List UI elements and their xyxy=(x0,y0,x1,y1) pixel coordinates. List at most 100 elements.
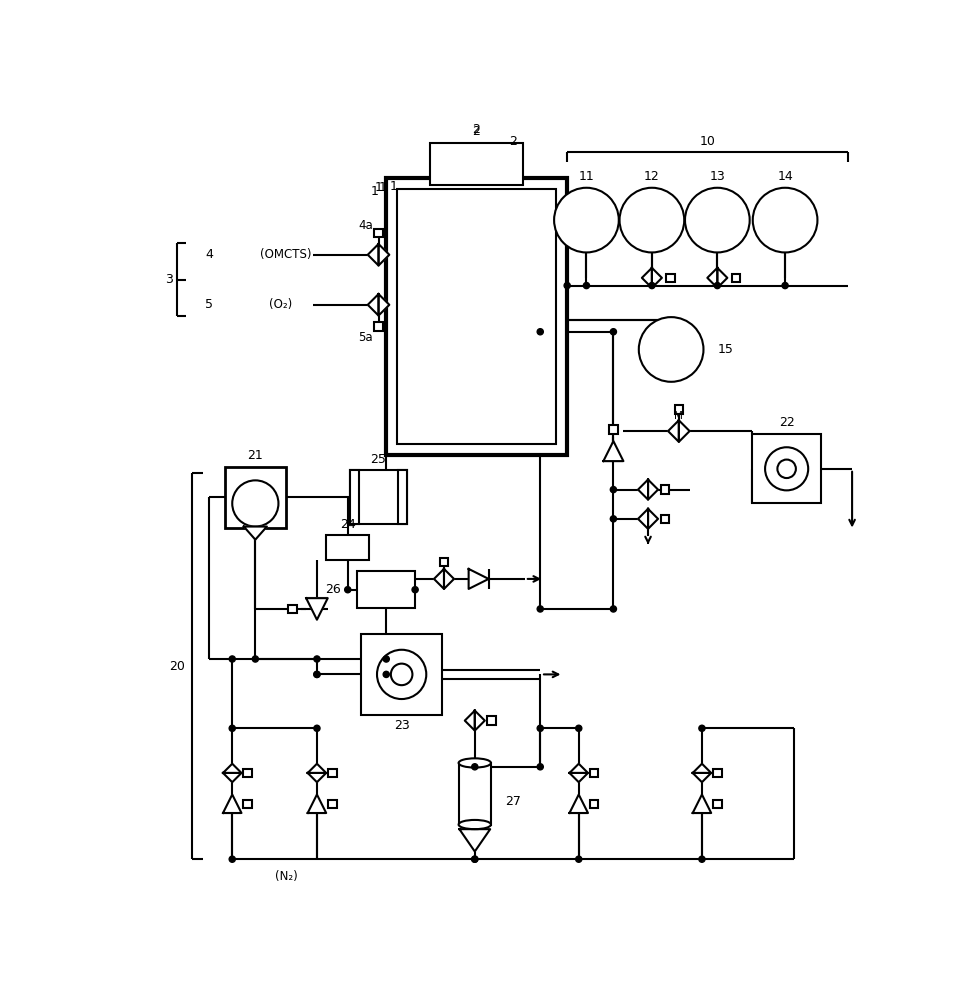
Polygon shape xyxy=(434,569,444,589)
Circle shape xyxy=(610,516,617,522)
Circle shape xyxy=(564,282,570,289)
Polygon shape xyxy=(307,764,326,773)
Bar xyxy=(375,322,383,331)
Circle shape xyxy=(584,282,590,289)
Circle shape xyxy=(699,725,705,731)
Circle shape xyxy=(576,856,582,862)
Text: 21: 21 xyxy=(248,449,264,462)
Circle shape xyxy=(576,725,582,731)
Text: 4: 4 xyxy=(205,248,213,261)
Circle shape xyxy=(610,487,617,493)
Bar xyxy=(590,800,598,808)
Circle shape xyxy=(314,671,320,677)
Circle shape xyxy=(537,764,544,770)
Circle shape xyxy=(471,856,478,862)
Ellipse shape xyxy=(459,758,491,768)
Bar xyxy=(667,274,674,282)
Text: 26: 26 xyxy=(325,583,341,596)
Text: M: M xyxy=(674,411,683,421)
Circle shape xyxy=(412,587,418,593)
Circle shape xyxy=(778,460,795,478)
Polygon shape xyxy=(223,773,241,782)
Polygon shape xyxy=(368,294,379,316)
Circle shape xyxy=(390,664,413,685)
Circle shape xyxy=(471,764,478,770)
Text: 2: 2 xyxy=(509,135,517,148)
Circle shape xyxy=(610,329,617,335)
Polygon shape xyxy=(444,569,454,589)
Circle shape xyxy=(314,671,320,677)
Circle shape xyxy=(639,317,704,382)
Circle shape xyxy=(377,650,427,699)
Polygon shape xyxy=(603,441,624,461)
Polygon shape xyxy=(379,294,389,316)
Bar xyxy=(328,800,337,808)
Polygon shape xyxy=(638,480,648,500)
Polygon shape xyxy=(648,480,658,500)
Bar xyxy=(459,763,491,825)
Polygon shape xyxy=(460,829,490,852)
Circle shape xyxy=(229,725,235,731)
Polygon shape xyxy=(468,569,489,589)
Polygon shape xyxy=(642,268,652,288)
Bar xyxy=(430,143,522,185)
Ellipse shape xyxy=(459,820,491,829)
Circle shape xyxy=(610,606,617,612)
Circle shape xyxy=(537,725,544,731)
Polygon shape xyxy=(638,509,648,529)
Polygon shape xyxy=(717,268,727,288)
Polygon shape xyxy=(307,773,326,782)
Bar xyxy=(386,178,567,455)
Polygon shape xyxy=(474,711,485,731)
Polygon shape xyxy=(693,773,712,782)
Bar xyxy=(243,800,252,808)
Polygon shape xyxy=(648,509,658,529)
Polygon shape xyxy=(368,244,379,266)
Polygon shape xyxy=(379,244,389,266)
Polygon shape xyxy=(570,764,588,773)
Polygon shape xyxy=(708,268,717,288)
Bar xyxy=(288,605,297,613)
Polygon shape xyxy=(570,795,588,813)
Circle shape xyxy=(229,656,235,662)
Text: 5: 5 xyxy=(205,298,214,311)
Text: (O₂): (O₂) xyxy=(269,298,293,311)
Text: 1: 1 xyxy=(390,180,398,193)
Text: 13: 13 xyxy=(710,170,725,183)
Text: 2: 2 xyxy=(472,125,480,138)
Polygon shape xyxy=(679,420,690,442)
Polygon shape xyxy=(306,598,328,620)
Text: 24: 24 xyxy=(340,518,355,531)
Circle shape xyxy=(699,856,705,862)
Bar xyxy=(674,405,683,414)
Polygon shape xyxy=(693,764,712,773)
Bar xyxy=(713,769,721,777)
Bar xyxy=(357,571,415,608)
Bar xyxy=(440,558,448,566)
Bar xyxy=(349,470,359,524)
Circle shape xyxy=(752,188,818,252)
Text: 5a: 5a xyxy=(358,331,373,344)
Bar xyxy=(328,769,337,777)
Bar xyxy=(609,425,618,434)
Polygon shape xyxy=(223,795,241,813)
Bar xyxy=(361,634,442,715)
Bar xyxy=(375,229,383,237)
Circle shape xyxy=(314,725,320,731)
Polygon shape xyxy=(244,527,266,540)
Text: 3: 3 xyxy=(165,273,173,286)
Text: 2: 2 xyxy=(472,123,480,136)
Circle shape xyxy=(384,656,389,662)
Circle shape xyxy=(232,480,278,527)
Circle shape xyxy=(537,329,544,335)
Circle shape xyxy=(714,282,720,289)
Polygon shape xyxy=(465,711,474,731)
Bar xyxy=(590,769,598,777)
Circle shape xyxy=(537,606,544,612)
Polygon shape xyxy=(693,795,712,813)
Circle shape xyxy=(649,282,655,289)
Bar xyxy=(661,485,670,494)
Polygon shape xyxy=(570,773,588,782)
Text: 11: 11 xyxy=(579,170,594,183)
Circle shape xyxy=(685,188,750,252)
